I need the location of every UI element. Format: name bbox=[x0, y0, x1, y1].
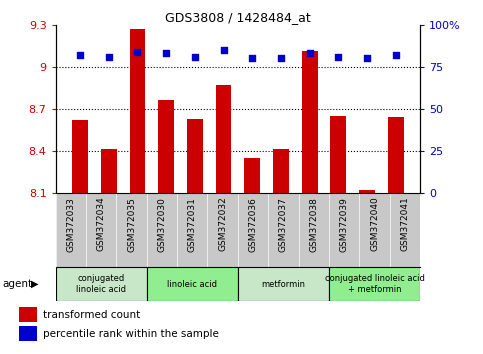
Text: GSM372035: GSM372035 bbox=[127, 197, 136, 252]
Bar bbox=[329, 267, 420, 301]
Bar bbox=[19, 307, 37, 322]
Bar bbox=[273, 149, 289, 193]
Bar bbox=[19, 326, 37, 341]
Text: linoleic acid: linoleic acid bbox=[167, 280, 217, 289]
Text: GSM372041: GSM372041 bbox=[400, 197, 410, 251]
Text: GSM372034: GSM372034 bbox=[97, 197, 106, 251]
Bar bbox=[72, 120, 88, 193]
Point bbox=[105, 54, 113, 59]
Point bbox=[306, 51, 313, 56]
Bar bbox=[187, 119, 203, 193]
Bar bbox=[238, 267, 329, 301]
Point bbox=[191, 54, 199, 59]
Text: GSM372031: GSM372031 bbox=[188, 197, 197, 252]
Text: GSM372032: GSM372032 bbox=[218, 197, 227, 251]
Text: conjugated
linoleic acid: conjugated linoleic acid bbox=[76, 274, 126, 294]
Text: GSM372039: GSM372039 bbox=[340, 197, 349, 252]
Title: GDS3808 / 1428484_at: GDS3808 / 1428484_at bbox=[165, 11, 311, 24]
Point bbox=[220, 47, 227, 53]
Text: agent: agent bbox=[2, 279, 32, 289]
Bar bbox=[101, 149, 116, 193]
Text: transformed count: transformed count bbox=[43, 309, 141, 320]
Text: metformin: metformin bbox=[261, 280, 305, 289]
Bar bbox=[147, 267, 238, 301]
Bar bbox=[215, 85, 231, 193]
Bar bbox=[388, 117, 404, 193]
Point bbox=[392, 52, 399, 58]
Text: GSM372033: GSM372033 bbox=[66, 197, 75, 252]
Bar bbox=[244, 158, 260, 193]
Point bbox=[162, 51, 170, 56]
Point bbox=[277, 56, 285, 61]
Text: percentile rank within the sample: percentile rank within the sample bbox=[43, 329, 219, 339]
Bar bbox=[56, 267, 147, 301]
Point bbox=[334, 54, 342, 59]
Text: GSM372037: GSM372037 bbox=[279, 197, 288, 252]
Point bbox=[134, 49, 142, 55]
Bar bbox=[330, 116, 346, 193]
Bar bbox=[302, 51, 317, 193]
Bar bbox=[359, 190, 375, 193]
Text: GSM372030: GSM372030 bbox=[157, 197, 167, 252]
Text: ▶: ▶ bbox=[31, 279, 39, 289]
Point bbox=[248, 56, 256, 61]
Point bbox=[363, 56, 371, 61]
Bar bbox=[129, 29, 145, 193]
Text: GSM372036: GSM372036 bbox=[249, 197, 257, 252]
Text: GSM372038: GSM372038 bbox=[309, 197, 318, 252]
Text: conjugated linoleic acid
+ metformin: conjugated linoleic acid + metformin bbox=[325, 274, 425, 294]
Text: GSM372040: GSM372040 bbox=[370, 197, 379, 251]
Bar bbox=[158, 101, 174, 193]
Point bbox=[76, 52, 84, 58]
